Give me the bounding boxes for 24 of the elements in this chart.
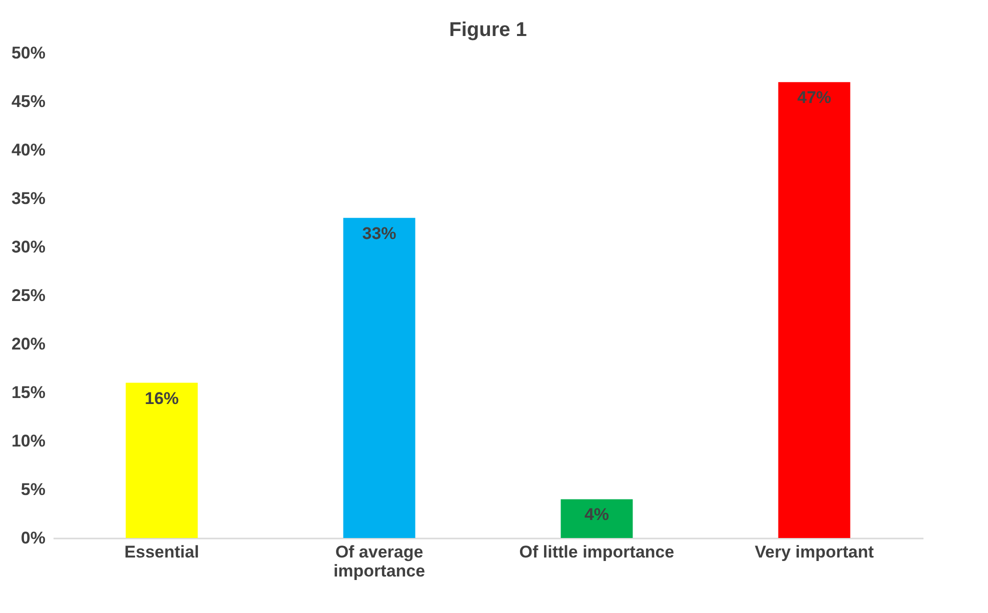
bar bbox=[560, 499, 633, 538]
y-tick-label: 45% bbox=[11, 92, 46, 111]
y-tick-label: 35% bbox=[11, 189, 46, 208]
x-tick-label: Essential bbox=[124, 542, 200, 562]
data-label: 4% bbox=[584, 505, 610, 524]
y-tick-label: 50% bbox=[11, 44, 46, 62]
bar bbox=[343, 218, 416, 538]
bar bbox=[126, 382, 198, 538]
data-label: 47% bbox=[797, 88, 832, 108]
y-tick-label: 10% bbox=[11, 432, 46, 450]
y-tick-label: 0% bbox=[20, 528, 46, 548]
chart-title: Figure 1 bbox=[449, 19, 527, 41]
bar bbox=[778, 82, 850, 538]
x-tick-label: Of average importance bbox=[333, 542, 426, 580]
x-tick-label: Very important bbox=[754, 542, 874, 562]
y-tick-label: 25% bbox=[11, 286, 46, 305]
data-label: 16% bbox=[144, 388, 179, 408]
x-tick-label: Of little importance bbox=[519, 542, 674, 562]
y-tick-label: 30% bbox=[11, 238, 46, 256]
y-tick-label: 40% bbox=[11, 140, 46, 160]
y-tick-label: 5% bbox=[20, 480, 46, 499]
y-tick-label: 15% bbox=[11, 383, 46, 402]
y-tick-label: 20% bbox=[11, 334, 46, 354]
data-label: 33% bbox=[362, 224, 396, 243]
